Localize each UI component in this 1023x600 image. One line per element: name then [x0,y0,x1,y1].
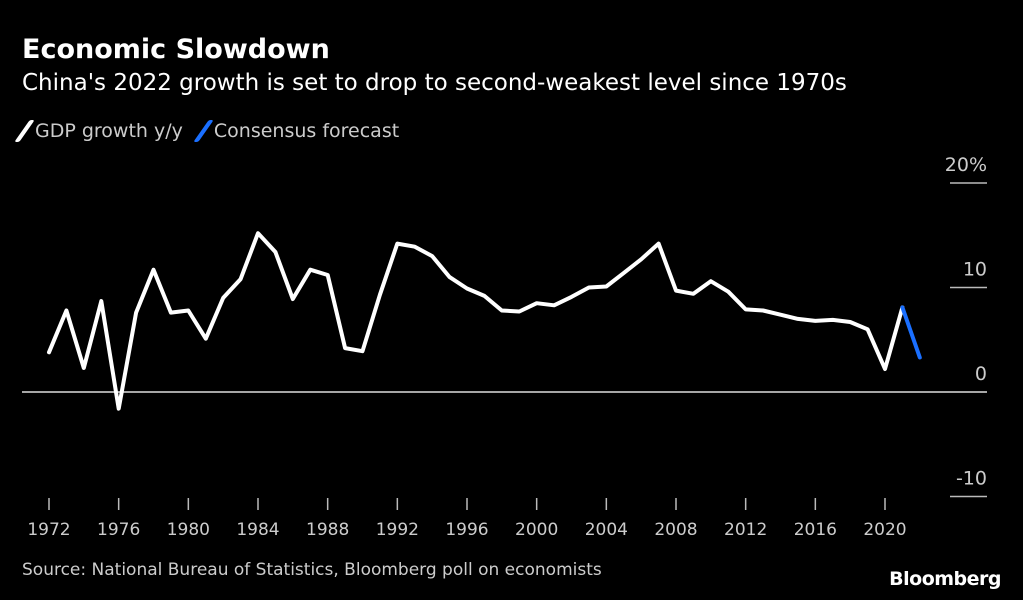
legend-item-forecast: Consensus forecast [193,120,400,142]
x-tick-label: 2000 [515,520,558,540]
x-tick-label: 1976 [97,520,140,540]
y-tick-label: 20% [945,154,987,176]
legend-label-forecast: Consensus forecast [213,120,400,142]
x-tick-label: 1972 [27,520,70,540]
x-tick-label: 2004 [585,520,628,540]
x-tick-label: 1984 [236,520,279,540]
bloomberg-logo: Bloomberg [889,568,1001,590]
x-tick-label: 1988 [306,520,349,540]
gdp-growth-line [47,231,905,411]
x-tick-label: 1980 [167,520,210,540]
chart-subtitle: China's 2022 growth is set to drop to se… [22,70,847,96]
consensus-forecast-line [900,305,922,360]
legend-item-gdp: GDP growth y/y [14,120,183,142]
legend: GDP growth y/y Consensus forecast [14,120,400,142]
x-tick-label: 2016 [794,520,837,540]
y-tick-label: 0 [975,363,987,385]
x-tick-label: 1992 [376,520,419,540]
legend-label-gdp: GDP growth y/y [35,120,183,142]
source-note: Source: National Bureau of Statistics, B… [22,560,602,580]
x-tick-label: 2012 [724,520,767,540]
y-tick-label: 10 [963,259,987,281]
x-tick-label: 2020 [863,520,906,540]
chart-title: Economic Slowdown [22,34,330,65]
x-tick-label: 1996 [445,520,488,540]
y-tick-label: -10 [956,468,987,490]
x-tick-label: 2008 [654,520,697,540]
